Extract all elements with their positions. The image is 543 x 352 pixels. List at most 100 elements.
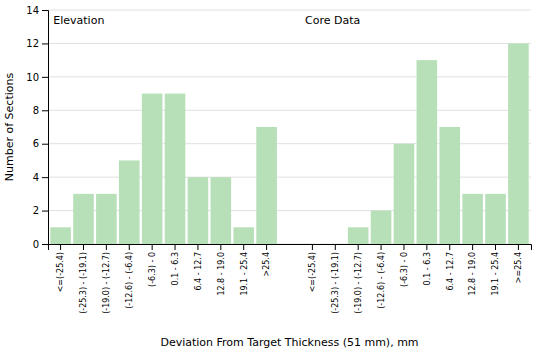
y-tick-label: 2 xyxy=(33,205,39,216)
bar xyxy=(50,227,71,244)
x-tick: (-12.6) - (-6.4) xyxy=(125,244,134,309)
bar xyxy=(348,227,369,244)
x-tick-mark xyxy=(106,244,107,250)
x-tick-label: 6.4 - 12.7 xyxy=(446,252,455,291)
x-tick-mark xyxy=(129,244,130,250)
x-tick-label: 0.1 - 6.3 xyxy=(423,252,432,285)
x-tick-mark xyxy=(83,244,84,250)
bar xyxy=(302,244,323,245)
x-tick-label: (-19.0) - (-12.7) xyxy=(354,252,363,314)
plot-area: <=(-25.4) (-25.3) - (-19.1) (-19.0) - (-12… xyxy=(26,5,531,314)
x-tick: (-6.3) - 0 xyxy=(148,244,157,287)
x-tick-mark xyxy=(152,244,153,250)
x-tick-label: >25.4 xyxy=(262,252,271,277)
chart-svg: <=(-25.4) (-25.3) - (-19.1) (-19.0) - (-12… xyxy=(0,0,543,352)
x-tick: <=(-25.4) xyxy=(308,244,317,292)
bar xyxy=(165,94,186,244)
bar xyxy=(439,127,460,244)
bar xyxy=(233,227,254,244)
y-tick: 6 xyxy=(33,138,48,149)
y-tick: 4 xyxy=(33,172,48,183)
x-tick: (-6.3) - 0 xyxy=(400,244,409,287)
y-tick-mark xyxy=(42,10,48,11)
x-tick-mark xyxy=(472,244,473,250)
x-tick-label: (-6.3) - 0 xyxy=(400,252,409,287)
x-tick-mark xyxy=(60,244,61,250)
x-tick: (-25.3) - (-19.1) xyxy=(79,244,88,314)
x-tick: (-12.6) - (-6.4) xyxy=(377,244,386,309)
bar xyxy=(211,177,232,244)
x-tick: <=(-25.4) xyxy=(56,244,65,292)
x-tick: 0.1 - 6.3 xyxy=(423,244,432,285)
x-tick: 19.1 - 25.4 xyxy=(240,244,249,296)
y-tick-mark xyxy=(42,144,48,145)
grid xyxy=(48,10,531,244)
y-tick: 2 xyxy=(33,205,48,216)
x-tick-label: (-12.6) - (-6.4) xyxy=(125,252,134,309)
x-tick-mark xyxy=(243,244,244,250)
x-tick: 12.8 - 19.0 xyxy=(468,244,477,296)
y-tick-mark xyxy=(42,43,48,44)
x-tick: (-25.3) - (-19.1) xyxy=(331,244,340,314)
bar xyxy=(119,160,140,244)
group-label: Core Data xyxy=(305,14,360,27)
x-tick-label: 19.1 - 25.4 xyxy=(240,252,249,296)
x-tick: 12.8 - 19.0 xyxy=(217,244,226,296)
x-tick-mark xyxy=(335,244,336,250)
x-tick: 6.4 - 12.7 xyxy=(194,244,203,291)
y-tick: 8 xyxy=(33,105,48,116)
grid-line xyxy=(48,10,531,11)
x-tick-mark xyxy=(220,244,221,250)
y-tick: 10 xyxy=(26,72,48,83)
chart-container: <=(-25.4) (-25.3) - (-19.1) (-19.0) - (-12… xyxy=(0,0,543,352)
x-tick: >=25.4 xyxy=(514,244,523,283)
x-tick-label: <=(-25.4) xyxy=(56,252,65,292)
y-tick-mark xyxy=(42,177,48,178)
x-tick-label: (-25.3) - (-19.1) xyxy=(331,252,340,314)
grid-line xyxy=(48,43,531,44)
grid-line xyxy=(48,110,531,111)
x-tick: 19.1 - 25.4 xyxy=(491,244,500,296)
x-tick-mark xyxy=(266,244,267,250)
x-tick-label: >=25.4 xyxy=(514,252,523,283)
y-tick-mark xyxy=(42,77,48,78)
y-tick-label: 4 xyxy=(33,172,39,183)
x-tick: (-19.0) - (-12.7) xyxy=(354,244,363,314)
x-tick-label: (-25.3) - (-19.1) xyxy=(79,252,88,314)
bar xyxy=(371,211,392,244)
x-tick-mark xyxy=(312,244,313,250)
x-tick-mark xyxy=(403,244,404,250)
x-tick-mark xyxy=(426,244,427,250)
x-tick: 0.1 - 6.3 xyxy=(171,244,180,285)
y-tick-label: 8 xyxy=(33,105,39,116)
bar xyxy=(462,194,483,244)
x-tick-label: <=(-25.4) xyxy=(308,252,317,292)
y-tick-label: 12 xyxy=(26,38,39,49)
y-tick: 0 xyxy=(33,239,48,250)
group-label: Elevation xyxy=(53,14,104,27)
x-tick-label: 19.1 - 25.4 xyxy=(491,252,500,296)
x-tick-label: (-6.3) - 0 xyxy=(148,252,157,287)
x-axis-title: Deviation From Target Thickness (51 mm),… xyxy=(160,336,418,349)
bar xyxy=(508,43,529,244)
bar xyxy=(73,194,94,244)
bar xyxy=(256,127,277,244)
x-tick-mark xyxy=(449,244,450,250)
bar xyxy=(394,144,415,244)
y-axis-line xyxy=(42,11,49,245)
x-tick-mark xyxy=(175,244,176,250)
y-tick-label: 0 xyxy=(33,239,39,250)
bar xyxy=(325,244,346,245)
y-tick: 14 xyxy=(26,5,48,16)
x-tick: >25.4 xyxy=(262,244,271,277)
y-axis-title: Number of Sections xyxy=(3,73,16,182)
x-axis-line xyxy=(49,245,532,251)
y-tick-mark xyxy=(42,110,48,111)
grid-line xyxy=(48,76,531,77)
y-axis: 0 2 4 6 8 10 12 14 xyxy=(26,5,48,250)
x-tick-label: 0.1 - 6.3 xyxy=(171,252,180,285)
y-tick-mark xyxy=(42,211,48,212)
x-tick-label: 12.8 - 19.0 xyxy=(468,252,477,296)
x-tick-mark xyxy=(518,244,519,250)
y-tick-label: 14 xyxy=(26,5,39,16)
